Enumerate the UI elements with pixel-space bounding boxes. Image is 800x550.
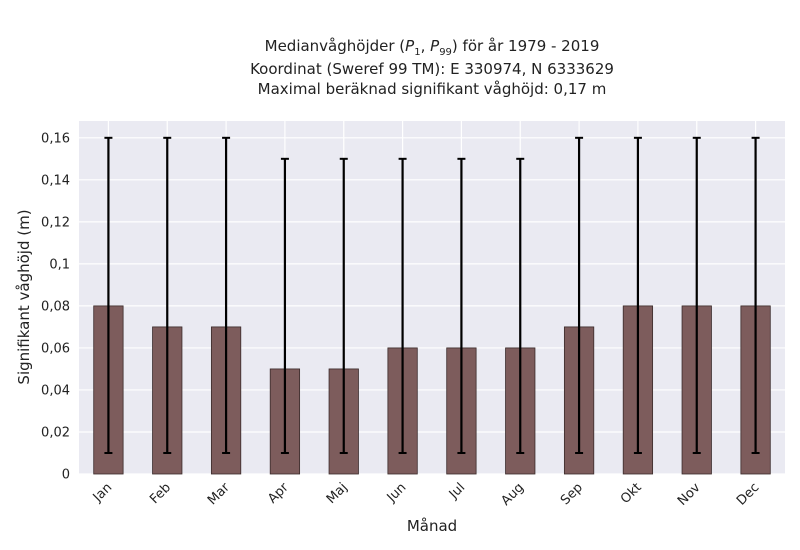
x-tick-label-mar: Mar xyxy=(205,480,233,508)
y-tick-label: 0,12 xyxy=(41,215,70,230)
y-tick-label: 0,06 xyxy=(41,341,70,356)
error-bar-nov xyxy=(692,136,701,454)
error-bar-mar xyxy=(222,136,231,454)
x-tick-label-apr: Apr xyxy=(265,480,292,507)
x-tick-label-okt: Okt xyxy=(618,480,645,507)
error-bar-jul xyxy=(457,157,466,454)
error-bar-jan xyxy=(104,136,113,454)
y-tick-label: 0 xyxy=(62,468,70,483)
error-bar-feb xyxy=(163,136,172,454)
x-tick-label-jun: Jun xyxy=(384,480,410,506)
y-tick-label: 0,08 xyxy=(41,299,70,314)
y-tick-labels: 0 0,02 0,04 0,06 0,08 0,1 0,12 0,14 0,16 xyxy=(41,131,70,482)
chart-title: Medianvåghöjder (P1, P99) för år 1979 - … xyxy=(250,37,614,98)
error-bar-jun xyxy=(398,157,407,454)
y-axis-label: Signifikant våghöjd (m) xyxy=(15,209,33,384)
y-tick-label: 0,1 xyxy=(49,257,70,272)
y-tick-label: 0,04 xyxy=(41,383,70,398)
error-bar-apr xyxy=(280,157,289,454)
error-bar-okt xyxy=(633,136,642,454)
error-bar-aug xyxy=(516,157,525,454)
x-tick-label-aug: Aug xyxy=(499,480,528,509)
x-tick-label-jul: Jul xyxy=(446,480,468,502)
x-tick-label-dec: Dec xyxy=(734,480,762,508)
x-tick-label-jan: Jan xyxy=(90,480,115,505)
error-bar-dec xyxy=(751,136,760,454)
x-tick-label-feb: Feb xyxy=(147,480,174,507)
plot-area xyxy=(79,121,785,474)
y-tick-label: 0,16 xyxy=(41,131,70,146)
error-bars xyxy=(104,136,760,454)
x-tick-labels: Jan Feb Mar Apr Maj Jun Jul Aug Sep Okt Nov Dec xyxy=(90,480,763,509)
chart-title-line-3: Maximal beräknad signifikant våghöjd: 0,… xyxy=(258,80,607,98)
y-tick-label: 0,02 xyxy=(41,425,70,440)
x-tick-label-sep: Sep xyxy=(558,480,586,508)
chart-title-line-1: Medianvåghöjder (P1, P99) för år 1979 - … xyxy=(265,37,600,58)
x-tick-label-nov: Nov xyxy=(675,480,704,509)
y-tick-label: 0,14 xyxy=(41,173,70,188)
error-bar-maj xyxy=(339,157,348,454)
x-tick-label-maj: Maj xyxy=(324,480,351,507)
x-axis-label: Månad xyxy=(407,517,457,535)
chart-title-line-2: Koordinat (Sweref 99 TM): E 330974, N 63… xyxy=(250,60,614,78)
error-bar-sep xyxy=(575,136,584,454)
